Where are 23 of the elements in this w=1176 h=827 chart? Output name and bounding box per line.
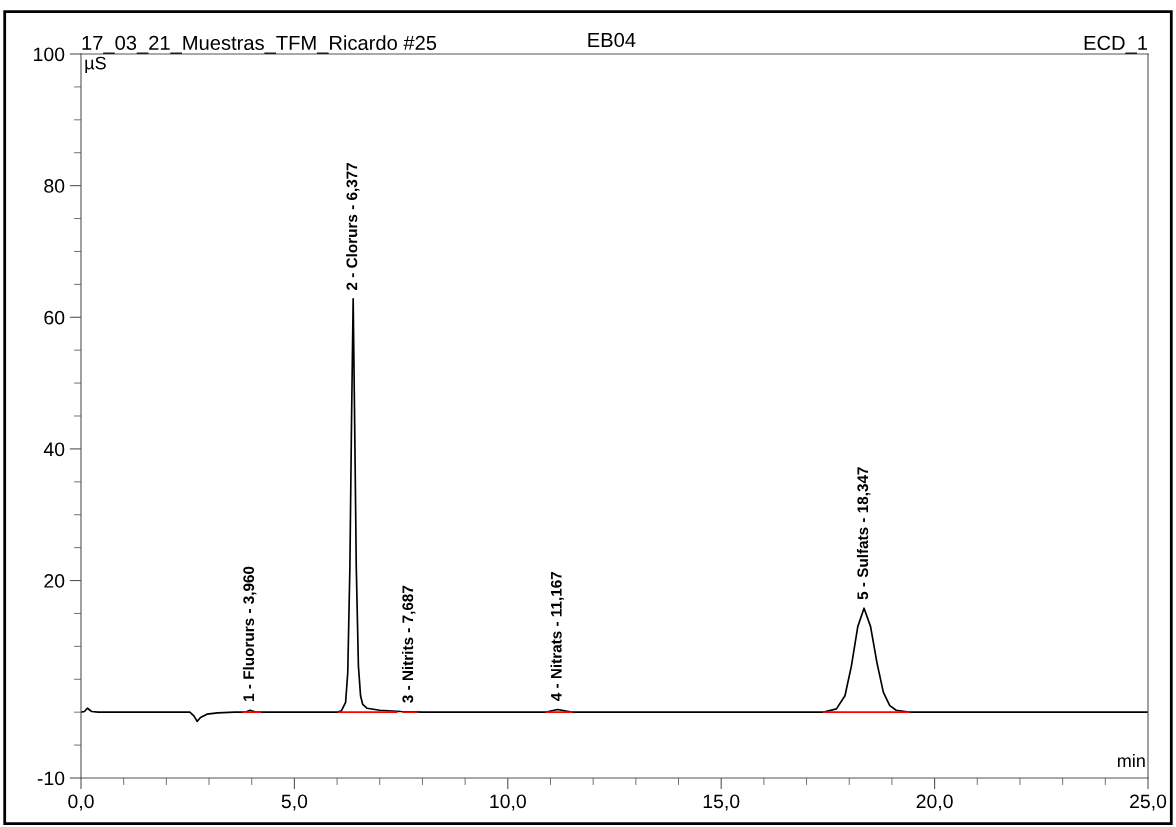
x-tick-label: 25,0 bbox=[1130, 794, 1167, 811]
chart-title: 17_03_21_Muestras_TFM_Ricardo #25 bbox=[82, 35, 437, 54]
text: ECD_1 bbox=[1084, 35, 1148, 54]
y-tick-label: 40 bbox=[43, 442, 65, 457]
y-tick-label: 100 bbox=[34, 47, 65, 62]
annotation: 5 - Sulfats - 18,347 bbox=[856, 467, 871, 600]
y-tick-label: 80 bbox=[44, 179, 65, 193]
annotation: 4 - Nitrats - 11,167 bbox=[550, 571, 564, 701]
x-tick-label: 10,0 bbox=[490, 794, 526, 811]
x-tick-label: 0,0 bbox=[68, 794, 94, 811]
chart-subtitle: EB04 bbox=[588, 32, 636, 48]
x-tick-label: 5,0 bbox=[281, 794, 308, 811]
line-series bbox=[81, 298, 1148, 723]
y-axis-title: µS bbox=[85, 56, 106, 73]
x-axis-title: min bbox=[1117, 753, 1145, 768]
y-tick-label: -10 bbox=[37, 771, 65, 786]
y-tick-label: 60 bbox=[44, 310, 65, 325]
annotation: 3 - Nitrits - 7,687 bbox=[401, 585, 416, 703]
annotation: 2 - Clorurs - 6,377 bbox=[346, 162, 360, 290]
x-tick-label: 15,0 bbox=[703, 794, 740, 811]
y-tick-label: 20 bbox=[44, 574, 65, 588]
x-tick-label: 20,0 bbox=[916, 794, 953, 811]
annotation: 1 - Fluorurs - 3,960 bbox=[242, 566, 257, 701]
